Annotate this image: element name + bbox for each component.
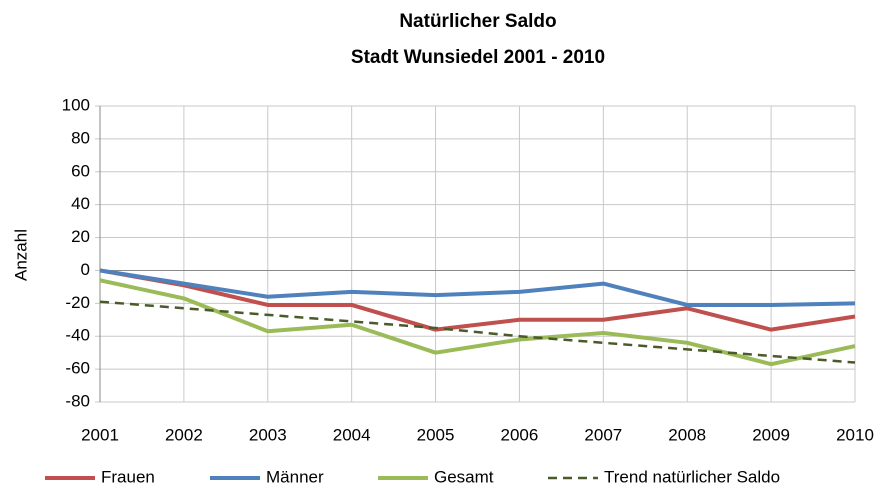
chart-title: Natürlicher Saldo	[399, 11, 556, 32]
y-tick-label: -80	[65, 391, 90, 410]
y-tick-label: -20	[65, 293, 90, 312]
x-tick-label: 2007	[584, 425, 622, 444]
y-tick-label: -60	[65, 359, 90, 378]
x-tick-label: 2010	[836, 425, 874, 444]
x-tick-label: 2008	[668, 425, 706, 444]
series-line	[99, 300, 856, 364]
y-tick-label: 60	[71, 161, 90, 180]
y-tick-label: 40	[71, 194, 90, 213]
x-tick-label: 2004	[333, 425, 371, 444]
x-tick-label: 2003	[249, 425, 287, 444]
legend-label: Trend natürlicher Saldo	[604, 467, 780, 486]
y-tick-label: 100	[62, 95, 90, 114]
y-tick-label: 0	[81, 260, 90, 279]
x-tick-label: 2002	[165, 425, 203, 444]
y-tick-label: 20	[71, 227, 90, 246]
chart-subtitle: Stadt Wunsiedel 2001 - 2010	[351, 47, 605, 68]
x-tick-label: 2006	[501, 425, 539, 444]
series-line	[99, 268, 856, 307]
y-tick-label: 80	[71, 128, 90, 147]
x-tick-label: 2005	[417, 425, 455, 444]
x-tick-label: 2009	[752, 425, 790, 444]
legend-label: Frauen	[101, 467, 155, 486]
legend-label: Männer	[266, 467, 324, 486]
y-tick-label: -40	[65, 326, 90, 345]
series-line	[99, 268, 856, 332]
legend-label: Gesamt	[434, 467, 494, 486]
x-tick-label: 2001	[81, 425, 119, 444]
y-axis-label: Anzahl	[11, 229, 30, 281]
